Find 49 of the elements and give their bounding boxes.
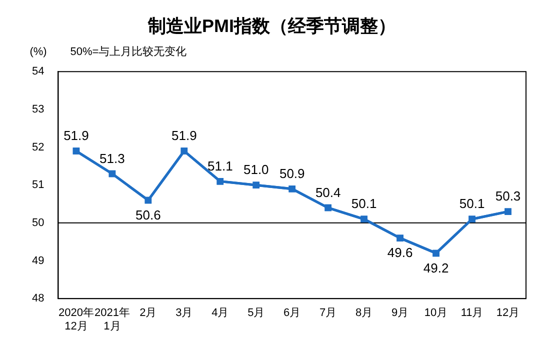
x-tick-label: 8月	[356, 307, 373, 320]
point	[468, 216, 476, 223]
text: 50.6	[136, 207, 161, 222]
point	[396, 234, 404, 242]
point	[108, 170, 116, 178]
y-axis-title: (%)	[30, 46, 47, 58]
text: 50.1	[351, 196, 377, 212]
text: 50.3	[495, 188, 521, 204]
text: 50.4	[315, 184, 341, 200]
x-tick-label: 5月	[248, 307, 265, 320]
x-tick-label: 3月	[176, 307, 193, 320]
text: 49.6	[387, 245, 413, 260]
chart-title: 制造业PMI指数（经季节调整）	[146, 16, 396, 36]
point	[144, 196, 152, 204]
y-tick-label: 48	[32, 292, 44, 305]
y-tick-label: 51	[32, 179, 44, 192]
y-tick-label: 49	[32, 254, 44, 267]
point	[360, 216, 368, 223]
x-tick-label: 2月	[140, 307, 157, 320]
x-tick-label: 9月	[392, 307, 409, 320]
y-tick-label: 50	[32, 216, 44, 229]
x-tick-label: 2020年 12月	[58, 307, 94, 332]
x-tick-label: 6月	[284, 307, 301, 320]
x-tick-label: 4月	[212, 307, 229, 320]
point	[288, 186, 296, 192]
text: 50%=与上月比较无变化	[70, 45, 187, 58]
point	[252, 182, 260, 188]
x-tick-label: 2021年 1月	[94, 307, 130, 332]
text: 51.9	[64, 128, 89, 144]
point	[432, 250, 440, 257]
x-tick-label: 11月	[460, 307, 484, 320]
x-tick-label: 12月	[496, 307, 520, 320]
text: 51.9	[172, 128, 197, 144]
point	[72, 148, 80, 154]
x-tick-label: 7月	[320, 307, 337, 320]
y-tick-label: 52	[32, 141, 44, 154]
point	[324, 204, 332, 212]
point	[504, 208, 512, 215]
text: 49.2	[423, 260, 449, 276]
text: 51.0	[243, 162, 269, 178]
y-tick-label: 53	[32, 103, 44, 116]
y-tick-label: 54	[32, 66, 44, 78]
point	[216, 178, 224, 185]
text: 50.9	[279, 166, 305, 181]
text: 50.1	[459, 196, 485, 212]
point	[180, 148, 188, 154]
text: 51.1	[208, 158, 233, 174]
x-tick-label: 10月	[424, 307, 448, 320]
text: 51.3	[100, 150, 125, 166]
